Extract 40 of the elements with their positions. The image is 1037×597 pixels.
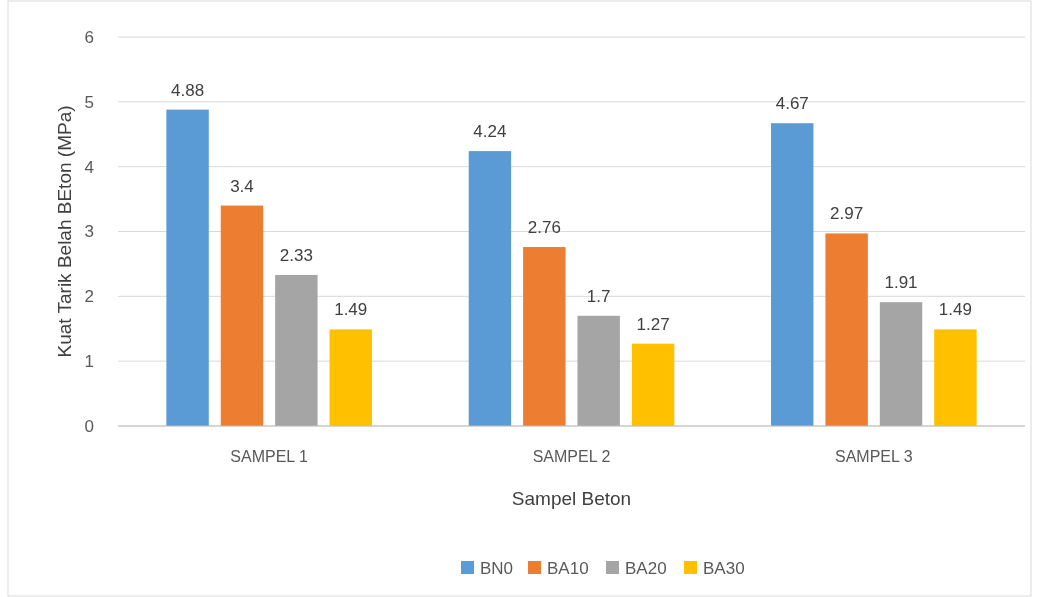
data-label: 1.49 [938, 300, 972, 320]
data-label: 1.7 [586, 286, 611, 306]
data-label: 1.91 [884, 273, 918, 293]
legend-label: BA20 [625, 558, 667, 578]
bar [329, 329, 372, 426]
bar [934, 329, 977, 426]
bar [631, 343, 675, 426]
bar [275, 274, 318, 426]
x-axis-title: Sampel Beton [511, 488, 632, 509]
y-tick-label: 3 [84, 222, 94, 242]
bar [879, 302, 923, 426]
bar [523, 247, 566, 426]
data-label: 4.67 [775, 94, 809, 114]
bar [577, 315, 620, 426]
data-label: 2.33 [279, 245, 313, 265]
bar [220, 205, 264, 426]
x-tick-label: SAMPEL 3 [835, 448, 913, 465]
y-tick-label: 1 [84, 352, 94, 372]
data-label: 4.88 [171, 80, 205, 100]
bar [468, 151, 512, 426]
bar [166, 109, 209, 426]
y-tick-label: 5 [84, 92, 94, 112]
x-tick-label: SAMPEL 1 [230, 448, 309, 465]
data-label: 1.27 [636, 314, 670, 334]
y-tick-label: 0 [84, 416, 94, 436]
y-axis-title: Kuat Tarik Belah BEton (MPa) [54, 105, 75, 358]
data-label: 2.97 [830, 204, 864, 224]
legend-label: BA10 [547, 558, 589, 578]
legend-label: BN0 [480, 558, 514, 578]
data-label: 4.24 [473, 122, 507, 142]
data-label: 1.49 [334, 300, 368, 320]
y-tick-label: 4 [84, 157, 94, 177]
legend-label: BA30 [703, 558, 745, 578]
y-tick-label: 2 [84, 287, 94, 307]
bar [825, 233, 868, 426]
x-tick-label: SAMPEL 2 [532, 448, 611, 465]
y-tick-label: 6 [84, 27, 94, 47]
data-label: 3.4 [230, 176, 254, 196]
bar [771, 123, 814, 426]
data-label: 2.76 [527, 218, 561, 238]
